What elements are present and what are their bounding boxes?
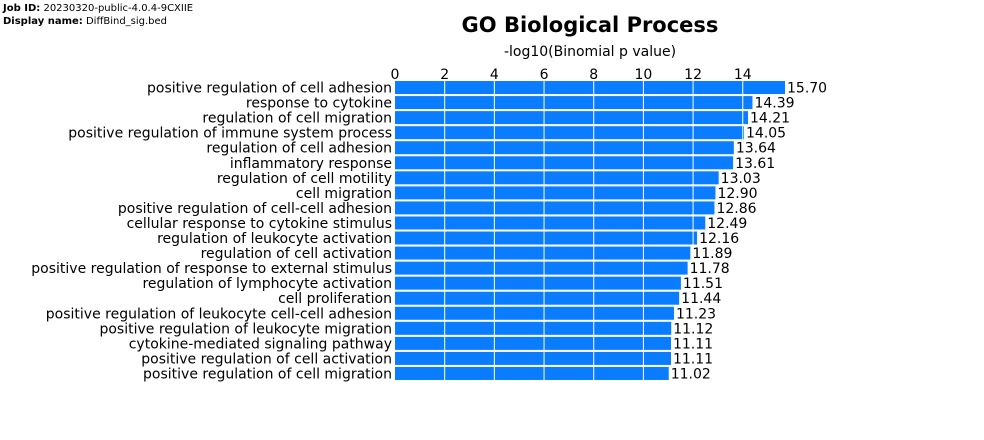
category-label: cell proliferation (278, 291, 392, 307)
value-label: 12.86 (716, 201, 756, 217)
chart-title: GO Biological Process (462, 13, 719, 37)
value-label: 11.02 (671, 366, 711, 382)
category-label: positive regulation of cell migration (143, 366, 392, 382)
category-label: cytokine-mediated signaling pathway (129, 336, 392, 352)
x-tick-label: 10 (634, 67, 652, 83)
x-tick-label: 0 (391, 67, 400, 83)
category-label: regulation of lymphocyte activation (142, 276, 392, 292)
x-tick-label: 8 (589, 67, 598, 83)
bar (395, 216, 706, 230)
bar (395, 276, 681, 290)
job-id-value: 20230320-public-4.0.4-9CXIIE (43, 3, 194, 14)
category-label: regulation of cell migration (202, 111, 392, 127)
category-label: positive regulation of immune system pro… (68, 126, 392, 142)
category-label: inflammatory response (230, 156, 392, 172)
bar (395, 336, 671, 350)
value-label: 11.23 (676, 306, 716, 322)
value-label: 14.05 (746, 126, 786, 142)
bar (395, 231, 698, 245)
grid-lines (444, 80, 744, 381)
category-label: positive regulation of leukocyte cell-ce… (46, 306, 392, 322)
category-label: positive regulation of cell-cell adhesio… (118, 201, 392, 217)
bar (395, 306, 674, 320)
value-label: 12.16 (699, 231, 739, 247)
bar (395, 291, 680, 305)
bar (395, 156, 734, 170)
value-label: 15.70 (787, 81, 827, 97)
value-label: 11.51 (683, 276, 723, 292)
category-label: cellular response to cytokine stimulus (127, 216, 392, 232)
display-name-value: DiffBind_sig.bed (85, 16, 168, 27)
bar (395, 366, 669, 380)
display-name-row: Display name: DiffBind_sig.bed (3, 15, 193, 28)
bar-group (395, 81, 785, 380)
bar (395, 126, 745, 140)
x-tick-label: 14 (734, 67, 752, 83)
category-label: positive regulation of cell adhesion (147, 81, 392, 97)
job-id-row: Job ID: 20230320-public-4.0.4-9CXIIE (3, 2, 193, 15)
value-label: 11.44 (681, 291, 721, 307)
x-tick-label: 4 (490, 67, 499, 83)
value-label: 13.64 (736, 141, 776, 157)
bar (395, 246, 691, 260)
value-label: 11.11 (673, 351, 713, 367)
bar (395, 111, 748, 125)
x-axis-label: -log10(Binomial p value) (504, 44, 676, 60)
bar (395, 321, 672, 335)
bar (395, 141, 734, 155)
value-label: 12.49 (707, 216, 747, 232)
bar (395, 261, 688, 275)
x-axis-ticks: 0 2 4 6 8 10 12 14 (391, 67, 752, 83)
category-label: regulation of cell adhesion (206, 141, 392, 157)
value-label: 11.11 (673, 336, 713, 352)
value-label: 13.03 (721, 171, 761, 187)
x-tick-label: 12 (684, 67, 702, 83)
category-label: response to cytokine (246, 96, 392, 112)
category-label: regulation of cell activation (201, 246, 392, 262)
category-label: cell migration (296, 186, 392, 202)
value-labels: 15.7014.3914.2114.0513.6413.6113.0312.90… (671, 81, 827, 383)
category-label: positive regulation of leukocyte migrati… (99, 321, 392, 337)
value-label: 14.39 (754, 96, 794, 112)
display-name-label: Display name: (3, 16, 83, 27)
x-tick-label: 2 (440, 67, 449, 83)
value-label: 13.61 (735, 156, 775, 172)
category-labels: positive regulation of cell adhesionresp… (31, 81, 392, 383)
category-label: regulation of leukocyte activation (157, 231, 392, 247)
category-label: positive regulation of response to exter… (31, 261, 392, 277)
value-label: 12.90 (717, 186, 757, 202)
bar (395, 351, 671, 365)
job-meta: Job ID: 20230320-public-4.0.4-9CXIIE Dis… (3, 2, 193, 28)
bar (395, 201, 715, 215)
x-tick-label: 6 (540, 67, 549, 83)
category-label: regulation of cell motility (217, 171, 392, 187)
value-label: 11.78 (690, 261, 730, 277)
category-label: positive regulation of cell activation (141, 351, 392, 367)
value-label: 14.21 (750, 111, 790, 127)
value-label: 11.12 (673, 321, 713, 337)
bar (395, 186, 716, 200)
bar (395, 96, 753, 110)
job-id-label: Job ID: (3, 3, 41, 14)
bar (395, 81, 785, 95)
value-label: 11.89 (692, 246, 732, 262)
bar (395, 171, 719, 185)
